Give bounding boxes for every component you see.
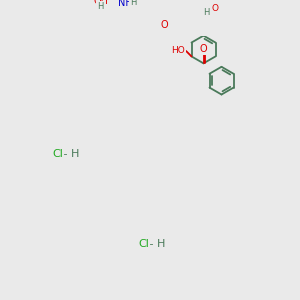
- Text: NH: NH: [118, 0, 133, 8]
- Text: Cl: Cl: [52, 149, 63, 159]
- Text: H: H: [97, 2, 104, 11]
- Polygon shape: [152, 0, 167, 1]
- Text: O: O: [212, 4, 218, 13]
- Text: O: O: [200, 44, 207, 54]
- Text: - H: - H: [60, 149, 79, 159]
- Text: OH: OH: [93, 0, 108, 6]
- Text: H: H: [204, 8, 210, 17]
- Text: Cl: Cl: [138, 239, 149, 249]
- Text: HO: HO: [172, 46, 185, 55]
- Text: H: H: [130, 0, 136, 7]
- Text: O: O: [160, 20, 168, 30]
- Text: - H: - H: [146, 239, 165, 249]
- Text: O: O: [194, 0, 201, 1]
